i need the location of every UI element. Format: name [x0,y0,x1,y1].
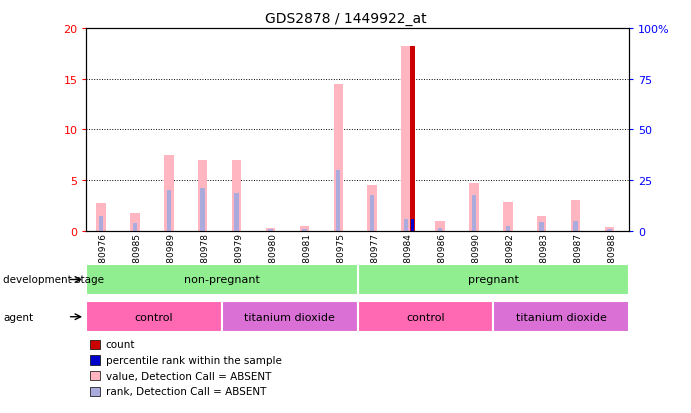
Bar [231,160,241,231]
Bar [506,226,510,231]
Text: count: count [106,339,135,349]
Bar [300,226,309,231]
Bar [605,227,614,231]
Bar [410,47,415,231]
Bar [99,216,103,231]
Bar [266,228,275,231]
Bar [334,85,343,231]
Text: percentile rank within the sample: percentile rank within the sample [106,355,282,365]
Bar [96,204,106,231]
Text: non-pregnant: non-pregnant [184,275,260,285]
Text: rank, Detection Call = ABSENT: rank, Detection Call = ABSENT [106,387,266,396]
Bar [438,228,442,231]
Bar [358,264,629,295]
Bar [167,191,171,231]
Bar [86,301,222,332]
Bar [268,230,273,231]
Bar [607,229,612,231]
Bar [234,194,239,231]
Bar [200,189,205,231]
Bar [540,222,544,231]
Bar [435,221,445,231]
Bar [302,229,307,231]
Bar [133,223,137,231]
Bar [130,213,140,231]
Text: titanium dioxide: titanium dioxide [245,312,335,322]
Bar [370,196,375,231]
Bar [574,221,578,231]
Bar [86,264,358,295]
Bar [472,196,476,231]
Bar [571,201,580,231]
Bar [411,219,414,231]
Bar [493,301,629,332]
Text: control: control [406,312,445,322]
Bar [368,186,377,231]
Text: agent: agent [3,312,34,322]
Text: pregnant: pregnant [468,275,519,285]
Text: GDS2878 / 1449922_at: GDS2878 / 1449922_at [265,12,426,26]
Bar [198,160,207,231]
Text: titanium dioxide: titanium dioxide [515,312,607,322]
Bar [358,301,493,332]
Bar [469,184,479,231]
Bar [164,155,173,231]
Bar [404,219,408,231]
Bar [401,47,411,231]
Text: development stage: development stage [3,275,104,285]
Bar [537,216,547,231]
Bar [222,301,358,332]
Bar [336,171,341,231]
Text: value, Detection Call = ABSENT: value, Detection Call = ABSENT [106,371,271,381]
Text: control: control [135,312,173,322]
Bar [503,203,513,231]
